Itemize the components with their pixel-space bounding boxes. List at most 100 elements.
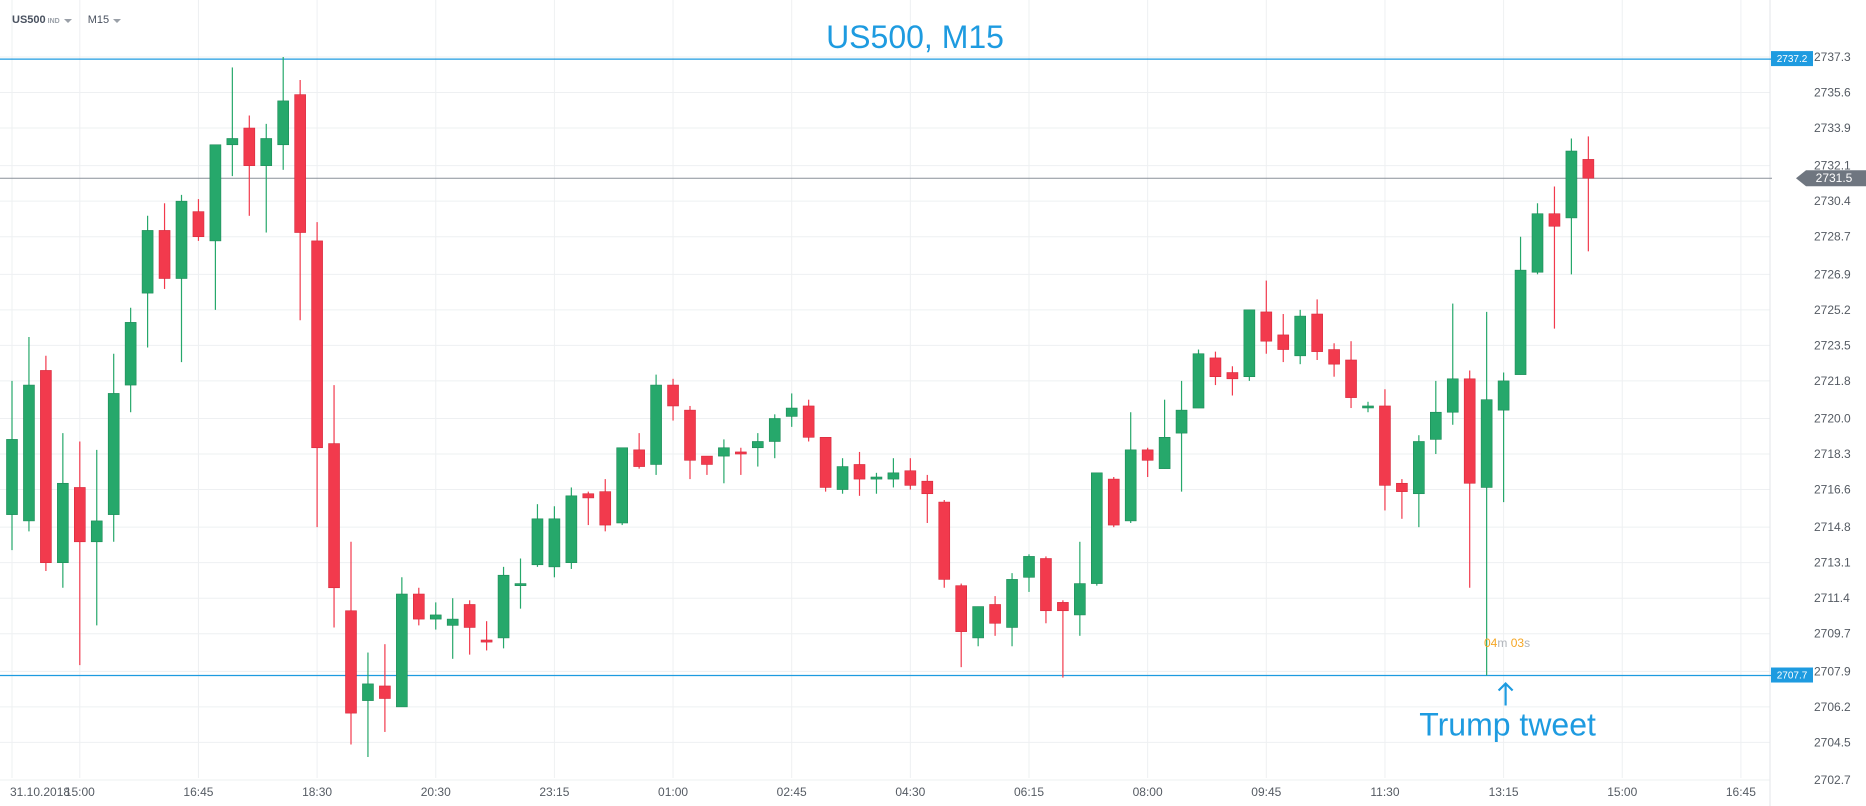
candle-bullish[interactable] bbox=[124, 307, 137, 413]
candle-bullish[interactable] bbox=[887, 458, 900, 488]
candle-bullish[interactable] bbox=[1430, 380, 1442, 455]
candle-bearish[interactable] bbox=[1040, 556, 1052, 624]
candle-bearish[interactable] bbox=[294, 79, 306, 321]
candle-bearish[interactable] bbox=[701, 455, 713, 475]
candle-bullish[interactable] bbox=[23, 337, 35, 532]
candle-bullish[interactable] bbox=[718, 439, 730, 484]
candle-bearish[interactable] bbox=[40, 355, 52, 572]
candle-bearish[interactable] bbox=[955, 583, 968, 668]
candle-bearish[interactable] bbox=[802, 399, 815, 442]
candle-bearish[interactable] bbox=[1379, 389, 1391, 511]
candle-bullish[interactable] bbox=[226, 67, 239, 177]
candle-bearish[interactable] bbox=[599, 479, 612, 532]
candle-bearish[interactable] bbox=[684, 405, 696, 480]
candle-bullish[interactable] bbox=[972, 606, 984, 647]
candle-bearish[interactable] bbox=[412, 587, 425, 626]
candle-bullish[interactable] bbox=[836, 458, 849, 494]
candle-bullish[interactable] bbox=[548, 506, 561, 578]
candle-bullish[interactable] bbox=[362, 652, 374, 758]
candle-bullish[interactable] bbox=[751, 433, 764, 467]
candle-bullish[interactable] bbox=[446, 598, 459, 659]
candle-bearish[interactable] bbox=[938, 499, 951, 588]
candle-bearish[interactable] bbox=[311, 222, 323, 528]
candle-bullish[interactable] bbox=[6, 380, 18, 551]
candle-bearish[interactable] bbox=[1107, 477, 1120, 528]
candle-bullish[interactable] bbox=[396, 577, 408, 708]
candle-bearish[interactable] bbox=[463, 600, 476, 655]
candle-bullish[interactable] bbox=[1413, 435, 1425, 528]
candle-bullish[interactable] bbox=[1243, 309, 1256, 381]
candle-bullish[interactable] bbox=[616, 447, 629, 526]
candle-bearish[interactable] bbox=[1209, 351, 1222, 386]
candle-bullish[interactable] bbox=[1158, 399, 1171, 469]
candle-bullish[interactable] bbox=[141, 215, 154, 348]
candle-bullish[interactable] bbox=[1294, 309, 1306, 365]
candle-bearish[interactable] bbox=[582, 491, 595, 526]
candle-bullish[interactable] bbox=[1074, 541, 1086, 636]
candle-bullish[interactable] bbox=[90, 449, 103, 626]
candle-bullish[interactable] bbox=[497, 566, 510, 649]
candle-bearish[interactable] bbox=[1311, 299, 1323, 360]
candle-bullish[interactable] bbox=[1192, 349, 1205, 409]
candle-bullish[interactable] bbox=[277, 57, 290, 170]
candle-bearish[interactable] bbox=[989, 596, 1001, 636]
candle-bullish[interactable] bbox=[1023, 554, 1035, 592]
candle-bullish[interactable] bbox=[514, 558, 527, 609]
candle-bearish[interactable] bbox=[379, 644, 391, 732]
candle-bullish[interactable] bbox=[1175, 380, 1188, 492]
candle-bearish[interactable] bbox=[74, 441, 86, 666]
candle-bullish[interactable] bbox=[57, 433, 69, 588]
candle-bearish[interactable] bbox=[1582, 136, 1595, 252]
candle-bearish[interactable] bbox=[192, 199, 205, 241]
candle-bearish[interactable] bbox=[1345, 341, 1357, 409]
candle-bearish[interactable] bbox=[633, 433, 645, 469]
candle-bearish[interactable] bbox=[480, 621, 493, 651]
candle-bearish[interactable] bbox=[1260, 280, 1273, 354]
candle-bearish[interactable] bbox=[243, 115, 256, 216]
candle-bearish[interactable] bbox=[1226, 366, 1239, 396]
candle-bullish[interactable] bbox=[1480, 311, 1493, 676]
candle-bullish[interactable] bbox=[260, 123, 273, 233]
candle-body bbox=[650, 384, 662, 465]
candle-bearish[interactable] bbox=[1328, 343, 1340, 377]
candle-bullish[interactable] bbox=[429, 602, 442, 630]
candle-bearish[interactable] bbox=[328, 385, 340, 628]
candle-bullish[interactable] bbox=[1497, 372, 1510, 503]
candle-bearish[interactable] bbox=[667, 378, 679, 421]
candle-bullish[interactable] bbox=[785, 393, 798, 427]
candle-bullish[interactable] bbox=[650, 374, 662, 475]
candle-bullish[interactable] bbox=[1124, 412, 1137, 523]
candle-countdown: 04m 03s bbox=[1484, 636, 1530, 650]
candle-bearish[interactable] bbox=[1463, 370, 1476, 588]
candle-bearish[interactable] bbox=[158, 203, 171, 289]
candle-bearish[interactable] bbox=[1057, 600, 1069, 678]
candle-bullish[interactable] bbox=[1531, 203, 1544, 275]
candle-bullish[interactable] bbox=[768, 414, 781, 459]
candle-bearish[interactable] bbox=[819, 437, 832, 492]
candle-bearish[interactable] bbox=[1548, 186, 1561, 329]
candle-bullish[interactable] bbox=[107, 353, 120, 542]
candle-bearish[interactable] bbox=[853, 451, 866, 496]
candle-bullish[interactable] bbox=[1091, 472, 1103, 586]
candle-bearish[interactable] bbox=[735, 447, 747, 475]
candle-bullish[interactable] bbox=[1565, 138, 1578, 275]
candle-bullish[interactable] bbox=[531, 504, 544, 567]
candle-bullish[interactable] bbox=[1362, 401, 1374, 413]
timeframe-selector[interactable]: M15 bbox=[88, 14, 122, 26]
candle-bullish[interactable] bbox=[565, 487, 578, 569]
candle-bearish[interactable] bbox=[1141, 447, 1154, 478]
symbol-selector[interactable]: US500 IND bbox=[12, 14, 72, 26]
candle-bearish[interactable] bbox=[1277, 314, 1290, 363]
candle-bullish[interactable] bbox=[175, 194, 188, 363]
candle-bullish[interactable] bbox=[1006, 573, 1018, 647]
candle-bearish[interactable] bbox=[921, 474, 934, 523]
candle-bullish[interactable] bbox=[1514, 236, 1527, 375]
candle-bearish[interactable] bbox=[345, 541, 357, 745]
candle-bullish[interactable] bbox=[1446, 303, 1459, 425]
candle-bearish[interactable] bbox=[1396, 479, 1408, 519]
candle-bullish[interactable] bbox=[870, 472, 883, 494]
candle-bullish[interactable] bbox=[209, 144, 222, 310]
candle-bearish[interactable] bbox=[904, 458, 917, 490]
